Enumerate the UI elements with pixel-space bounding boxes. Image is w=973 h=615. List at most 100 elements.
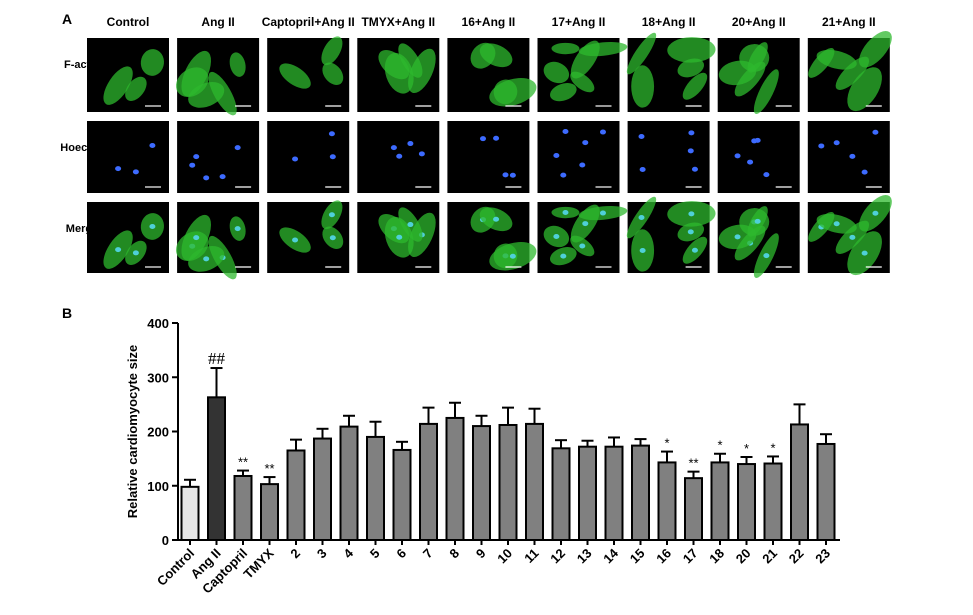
x-tick-label: 12 <box>547 546 568 567</box>
nucleus <box>861 169 868 175</box>
x-tick-label: 21 <box>759 546 780 567</box>
micrograph <box>537 121 620 193</box>
nucleus <box>418 151 425 157</box>
micrograph-content <box>470 42 537 107</box>
significance-label: * <box>664 436 669 451</box>
bar <box>498 423 518 541</box>
column-label: Control <box>107 15 150 29</box>
cell-actin <box>398 43 423 78</box>
nucleus <box>396 234 403 240</box>
nucleus <box>132 169 139 175</box>
nucleus <box>407 141 414 147</box>
micrograph-content <box>279 200 344 268</box>
nucleus <box>639 247 646 253</box>
bar <box>286 449 306 541</box>
bar <box>816 442 836 542</box>
bar <box>392 448 412 542</box>
nucleus <box>329 235 336 241</box>
cell-actin <box>229 52 246 77</box>
cell-actin <box>631 65 655 108</box>
nucleus <box>509 172 516 178</box>
bar <box>710 461 730 541</box>
bar <box>180 485 200 541</box>
x-tick-label: 3 <box>314 546 330 562</box>
y-tick-label: 100 <box>147 479 169 494</box>
bar <box>604 445 624 541</box>
bar <box>578 445 597 541</box>
nucleus <box>390 145 397 151</box>
nucleus <box>292 237 299 243</box>
cell-actin <box>188 82 225 108</box>
micrograph-content <box>103 49 164 107</box>
y-axis-label: Relative cardiomyocyte size <box>125 345 140 518</box>
cell-actin <box>816 49 857 70</box>
cell-actin <box>667 37 716 63</box>
micrograph-content <box>734 137 792 188</box>
cell-actin <box>718 60 757 86</box>
nucleus <box>234 226 241 232</box>
cell-actin <box>489 78 537 107</box>
nucleus <box>493 135 500 141</box>
column-label: TMYX+Ang II <box>361 15 435 29</box>
bar <box>737 463 756 541</box>
nucleus <box>639 166 646 172</box>
cell-actin <box>125 76 147 101</box>
nucleus <box>560 172 567 178</box>
nucleus <box>115 247 122 253</box>
cell-actin <box>551 42 580 55</box>
micrograph <box>717 121 800 193</box>
y-tick-label: 200 <box>147 425 169 440</box>
bar <box>551 447 571 542</box>
cell-actin <box>753 69 779 114</box>
panel-label: A <box>62 11 72 27</box>
bar <box>233 474 253 541</box>
nucleus <box>115 166 122 172</box>
nucleus <box>861 250 868 256</box>
nucleus <box>407 222 414 228</box>
cell-actin <box>578 41 628 57</box>
cell-actin <box>859 31 892 68</box>
column-label: 18+Ang II <box>642 15 696 29</box>
nucleus <box>849 153 856 159</box>
nucleus <box>203 256 210 262</box>
nucleus <box>582 140 589 146</box>
significance-label: * <box>744 441 749 456</box>
x-tick-label: 14 <box>600 545 621 566</box>
micrograph-content <box>808 31 892 112</box>
nucleus <box>328 131 335 137</box>
nucleus <box>872 129 879 135</box>
micrograph-content <box>626 196 716 272</box>
micrograph-content <box>543 40 628 107</box>
panel-label: B <box>62 305 72 321</box>
cell-actin <box>543 61 570 84</box>
cell-actin <box>550 83 577 102</box>
nucleus <box>833 221 840 227</box>
bar <box>207 396 226 542</box>
micrograph-content <box>818 129 882 188</box>
x-tick-label: 9 <box>473 546 489 562</box>
x-tick-label: 15 <box>627 546 648 567</box>
nucleus <box>132 250 139 256</box>
micrograph-content <box>115 142 161 188</box>
x-tick-label: 22 <box>786 546 807 567</box>
bar <box>657 461 677 541</box>
cell-actin <box>279 63 311 89</box>
nucleus <box>203 175 210 181</box>
cell-actin <box>747 42 768 73</box>
nucleus <box>193 235 200 241</box>
cell-actin <box>682 72 708 100</box>
nucleus <box>754 137 761 143</box>
nucleus <box>149 223 156 229</box>
y-tick-label: 0 <box>162 533 169 548</box>
micrograph-content <box>718 42 792 114</box>
nucleus <box>579 243 586 249</box>
cell-actin <box>140 49 164 76</box>
nucleus <box>219 174 226 180</box>
nucleus <box>562 210 569 216</box>
nucleus <box>553 233 560 239</box>
nucleus <box>747 159 754 165</box>
nucleus <box>754 218 761 224</box>
y-tick-label: 300 <box>147 370 169 385</box>
nucleus <box>193 154 200 160</box>
